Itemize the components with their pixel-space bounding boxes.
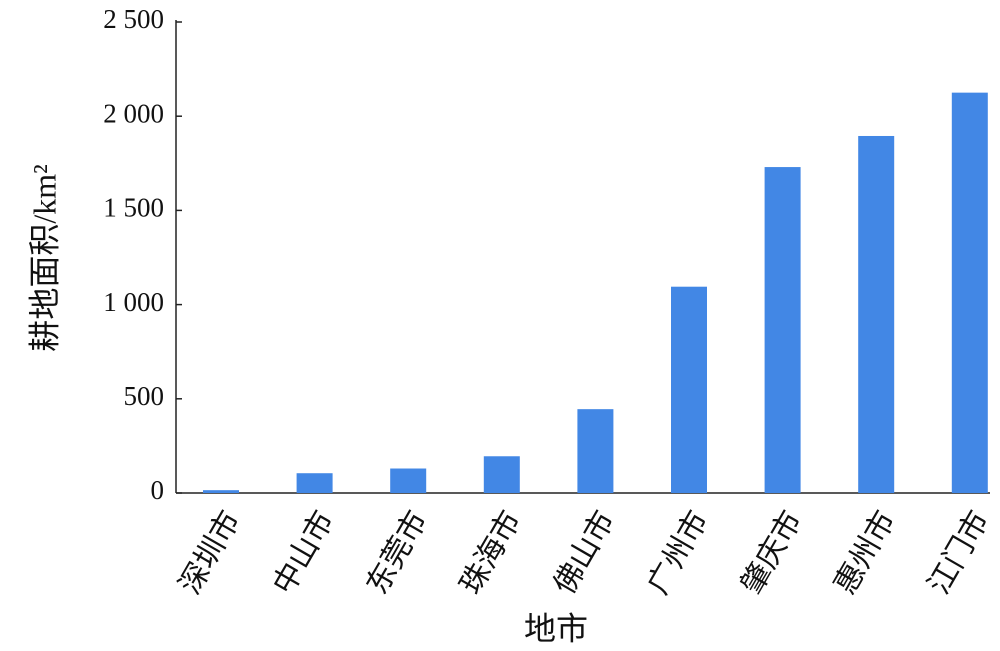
x-tick-label: 东莞市	[361, 505, 435, 599]
bar	[390, 468, 427, 493]
x-tick-label: 广州市	[641, 505, 715, 599]
x-axis-label: 地市	[524, 610, 588, 646]
x-tick-label: 珠海市	[454, 505, 528, 599]
bar	[296, 473, 333, 493]
x-tick-label: 中山市	[267, 505, 341, 599]
bar	[951, 92, 988, 494]
x-tick-label: 佛山市	[548, 505, 622, 599]
bar	[483, 456, 520, 493]
y-tick-label: 1 000	[103, 287, 164, 317]
x-tick-label: 肇庆市	[735, 505, 809, 599]
y-axis-label: 耕地面积/km²	[26, 164, 62, 351]
bar	[577, 409, 614, 493]
y-tick-label: 0	[151, 475, 165, 505]
x-tick-label: 惠州市	[829, 505, 903, 599]
bar	[764, 167, 801, 493]
bar	[671, 286, 707, 493]
y-tick-label: 2 000	[103, 98, 164, 128]
bar	[858, 135, 895, 493]
y-tick-label: 1 500	[103, 193, 164, 223]
y-tick-label: 2 500	[103, 4, 164, 34]
bar	[203, 490, 239, 493]
x-tick-label: 江门市	[922, 505, 996, 599]
x-tick-label: 深圳市	[173, 505, 247, 599]
y-tick-label: 500	[124, 381, 165, 411]
